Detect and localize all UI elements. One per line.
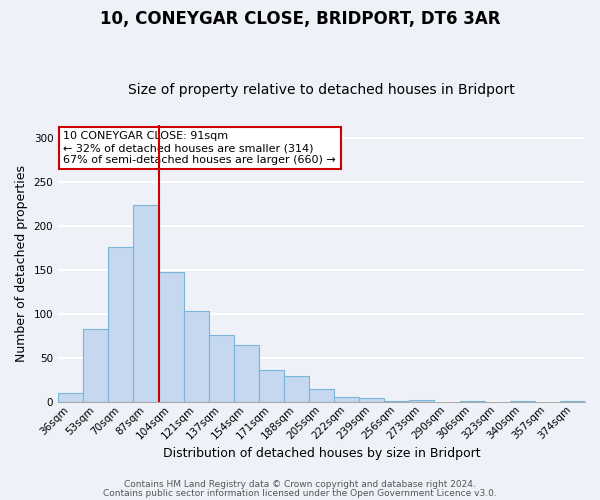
Bar: [334, 398, 359, 402]
Text: 10 CONEYGAR CLOSE: 91sqm
← 32% of detached houses are smaller (314)
67% of semi-: 10 CONEYGAR CLOSE: 91sqm ← 32% of detach…: [64, 132, 336, 164]
Bar: [259, 370, 284, 402]
Bar: [309, 388, 334, 402]
Bar: [209, 335, 234, 402]
Bar: [560, 401, 585, 402]
Bar: [234, 346, 259, 402]
Title: Size of property relative to detached houses in Bridport: Size of property relative to detached ho…: [128, 83, 515, 97]
Bar: [58, 393, 83, 402]
Bar: [158, 272, 184, 402]
Bar: [133, 204, 158, 402]
Bar: [109, 247, 133, 402]
Text: Contains HM Land Registry data © Crown copyright and database right 2024.: Contains HM Land Registry data © Crown c…: [124, 480, 476, 489]
Bar: [385, 401, 409, 402]
Text: Contains public sector information licensed under the Open Government Licence v3: Contains public sector information licen…: [103, 488, 497, 498]
Bar: [510, 401, 535, 402]
Bar: [284, 376, 309, 402]
Bar: [83, 329, 109, 402]
X-axis label: Distribution of detached houses by size in Bridport: Distribution of detached houses by size …: [163, 447, 481, 460]
Y-axis label: Number of detached properties: Number of detached properties: [15, 164, 28, 362]
Bar: [460, 401, 485, 402]
Bar: [409, 400, 434, 402]
Text: 10, CONEYGAR CLOSE, BRIDPORT, DT6 3AR: 10, CONEYGAR CLOSE, BRIDPORT, DT6 3AR: [100, 10, 500, 28]
Bar: [184, 311, 209, 402]
Bar: [359, 398, 385, 402]
